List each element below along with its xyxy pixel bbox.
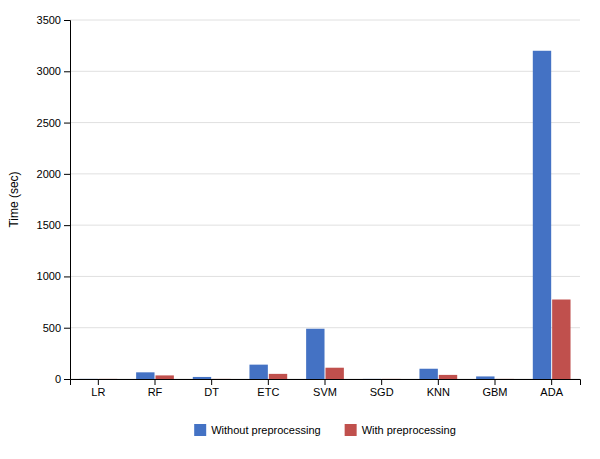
x-tick-mark (98, 379, 99, 385)
bar-series (99, 300, 571, 379)
x-tick: LR (91, 379, 105, 398)
x-tick-mark (155, 379, 156, 385)
grid-line (70, 122, 580, 123)
x-tick: SVM (313, 379, 337, 398)
grid-line (70, 225, 580, 226)
x-tick: KNN (427, 379, 450, 398)
x-tick-label: ADA (540, 386, 563, 398)
x-tick: DT (204, 379, 219, 398)
y-tick-mark (64, 225, 70, 226)
legend-item: With preprocessing (345, 424, 456, 436)
y-tick: 2000 (37, 168, 70, 180)
grid (70, 20, 580, 379)
grid-line (70, 20, 580, 21)
x-tick-mark (551, 379, 552, 385)
legend-label: Without preprocessing (211, 424, 320, 436)
x-tick-mark (495, 379, 496, 385)
bar (269, 374, 287, 379)
y-tick: 3000 (37, 65, 70, 77)
bar (495, 378, 513, 379)
bar (552, 300, 570, 379)
x-tick-label: LR (91, 386, 105, 398)
grid-line (70, 173, 580, 174)
x-tick-mark (438, 379, 439, 385)
y-tick-label: 1000 (37, 270, 61, 282)
bar (439, 375, 457, 379)
legend-swatch (194, 424, 206, 436)
legend-swatch (345, 424, 357, 436)
y-tick-label: 500 (43, 322, 61, 334)
bar (306, 329, 324, 379)
bar (212, 378, 230, 379)
bar (136, 372, 154, 379)
bar (249, 365, 267, 379)
y-tick: 1000 (37, 270, 70, 282)
x-tick: ADA (540, 379, 563, 398)
bar (419, 369, 437, 379)
x-tick-label: KNN (427, 386, 450, 398)
chart: 0 500 1000 1500 2000 2500 3000 3500 LR RF DT ETC SVM… (0, 0, 600, 459)
bar (382, 378, 400, 379)
y-tick-label: 2500 (37, 117, 61, 129)
x-tick: ETC (257, 379, 279, 398)
grid-line (70, 276, 580, 277)
x-tick-label: RF (148, 386, 163, 398)
y-tick-mark (64, 328, 70, 329)
y-tick-mark (64, 379, 70, 380)
x-tick-mark (381, 379, 382, 385)
y-tick-label: 3000 (37, 65, 61, 77)
x-tick-mark (325, 379, 326, 385)
y-tick-mark (64, 20, 70, 21)
bars (79, 51, 570, 379)
y-tick: 0 (55, 373, 70, 385)
y-axis-title: Time (sec) (7, 171, 21, 227)
bar-series (79, 51, 551, 379)
x-tick: SGD (370, 379, 394, 398)
x-axis: LR RF DT ETC SVM SGD KNN GBM ADA (71, 379, 581, 398)
grid-line (70, 327, 580, 328)
y-tick-mark (64, 123, 70, 124)
y-tick: 1500 (37, 219, 70, 231)
y-axis-line (64, 21, 71, 380)
x-tick-label: SVM (313, 386, 337, 398)
x-tick-label: SGD (370, 386, 394, 398)
legend-label: With preprocessing (362, 424, 456, 436)
bar (325, 368, 343, 379)
x-tick-label: ETC (257, 386, 279, 398)
x-tick-label: DT (204, 386, 219, 398)
y-tick-mark (64, 71, 70, 72)
y-tick-label: 3500 (37, 14, 61, 26)
legend-item: Without preprocessing (194, 424, 320, 436)
bar (363, 378, 381, 379)
legend: Without preprocessing With preprocessing (194, 424, 456, 436)
bar (193, 377, 211, 379)
bar (476, 376, 494, 379)
y-tick: 2500 (37, 117, 70, 129)
y-tick-label: 2000 (37, 168, 61, 180)
x-tick-mark (211, 379, 212, 385)
bar (533, 51, 551, 379)
plot: 0 500 1000 1500 2000 2500 3000 3500 LR RF DT ETC SVM… (7, 14, 581, 398)
bar (79, 378, 97, 379)
x-tick: RF (148, 379, 163, 398)
bar (155, 375, 173, 379)
y-tick-label: 0 (55, 373, 61, 385)
grid-line (70, 71, 580, 72)
y-axis: 0 500 1000 1500 2000 2500 3000 3500 (37, 14, 71, 385)
y-tick-label: 1500 (37, 219, 61, 231)
x-tick: GBM (482, 379, 507, 398)
x-tick-mark (268, 379, 269, 385)
y-tick: 3500 (37, 14, 70, 26)
bar (99, 378, 117, 379)
x-tick-label: GBM (482, 386, 507, 398)
x-axis-line (71, 380, 581, 386)
y-tick: 500 (43, 322, 70, 334)
y-tick-mark (64, 276, 70, 277)
y-tick-mark (64, 174, 70, 175)
